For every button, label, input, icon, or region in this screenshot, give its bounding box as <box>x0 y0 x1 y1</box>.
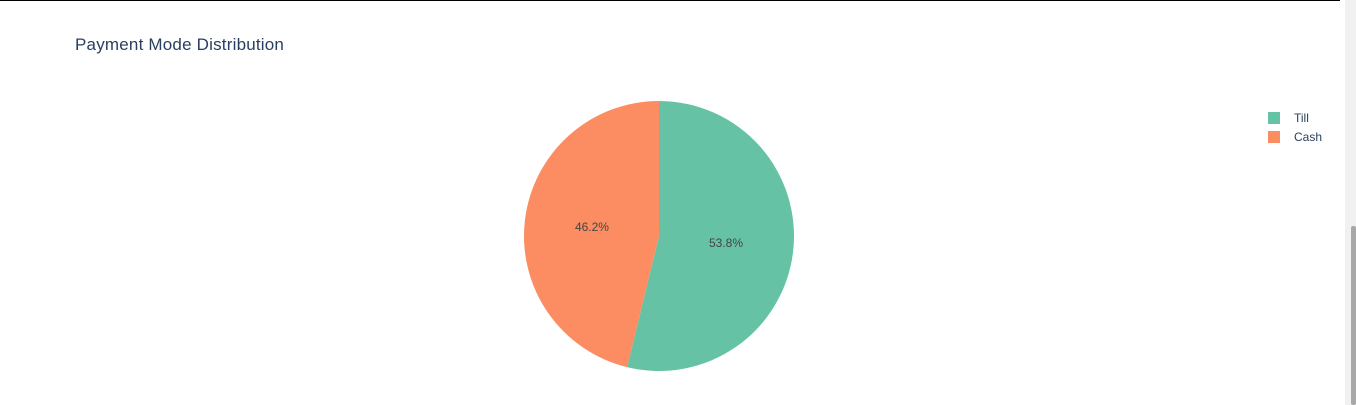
pie-slice-cash[interactable] <box>524 101 659 368</box>
top-border <box>0 0 1340 1</box>
legend: Till Cash <box>1268 108 1322 146</box>
pie-label-cash: 46.2% <box>575 220 609 234</box>
legend-item-cash[interactable]: Cash <box>1268 127 1322 146</box>
legend-item-till[interactable]: Till <box>1268 108 1322 127</box>
pie-label-till: 53.8% <box>709 236 743 250</box>
legend-label-cash: Cash <box>1294 129 1323 144</box>
legend-label-till: Till <box>1294 110 1309 125</box>
pie-slice-till[interactable] <box>627 101 794 371</box>
scrollbar-track[interactable] <box>1345 0 1356 405</box>
scrollbar-thumb[interactable] <box>1351 226 1356 405</box>
legend-swatch-till <box>1268 111 1280 124</box>
legend-swatch-cash <box>1268 130 1280 143</box>
chart-title: Payment Mode Distribution <box>75 35 285 54</box>
